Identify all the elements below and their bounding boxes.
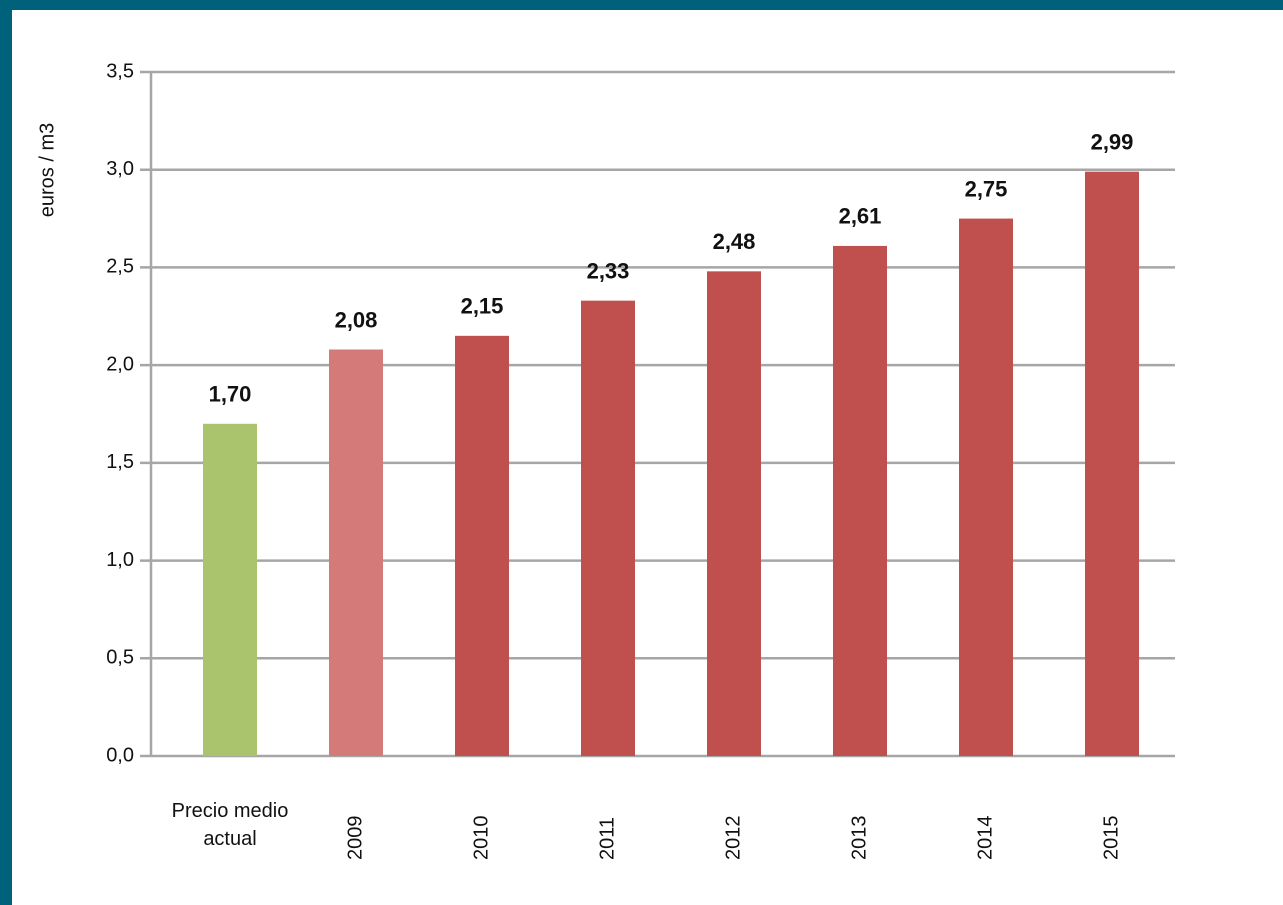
y-tick-label: 3,5 (106, 60, 134, 82)
bar (959, 218, 1013, 757)
value-label: 2,33 (587, 258, 630, 283)
y-tick-label: 1,0 (106, 549, 134, 571)
y-tick-label: 0,5 (106, 647, 134, 669)
bar (455, 335, 509, 756)
y-tick-label: 1,5 (106, 451, 134, 473)
y-tick-label: 0,0 (106, 744, 134, 766)
x-tick-label: 2013 (848, 816, 870, 861)
bar (833, 245, 887, 756)
bar (707, 271, 761, 756)
bar (581, 300, 635, 756)
y-tick-label: 3,0 (106, 158, 134, 180)
x-tick-label: Precio medio actual (172, 800, 289, 850)
y-axis-label: euros / m3 (36, 123, 58, 217)
x-tick-label: 2009 (344, 816, 366, 861)
y-tick-label: 2,0 (106, 353, 134, 375)
bar (203, 423, 257, 756)
x-tick-label: 2015 (1100, 816, 1122, 861)
bar (1085, 171, 1139, 756)
value-label: 2,48 (713, 229, 756, 254)
x-tick-label: 2011 (596, 817, 618, 860)
x-tick-label: 2010 (470, 816, 492, 861)
bar (329, 349, 383, 756)
x-tick-label: 2012 (722, 816, 744, 861)
value-label: 2,08 (335, 307, 378, 332)
value-label: 1,70 (209, 382, 252, 407)
value-label: 2,61 (839, 204, 882, 229)
value-label: 2,75 (965, 176, 1008, 201)
x-tick-label: 2014 (974, 816, 996, 861)
value-label: 2,15 (461, 294, 504, 319)
value-label: 2,99 (1091, 129, 1134, 154)
y-tick-label: 2,5 (106, 256, 134, 278)
